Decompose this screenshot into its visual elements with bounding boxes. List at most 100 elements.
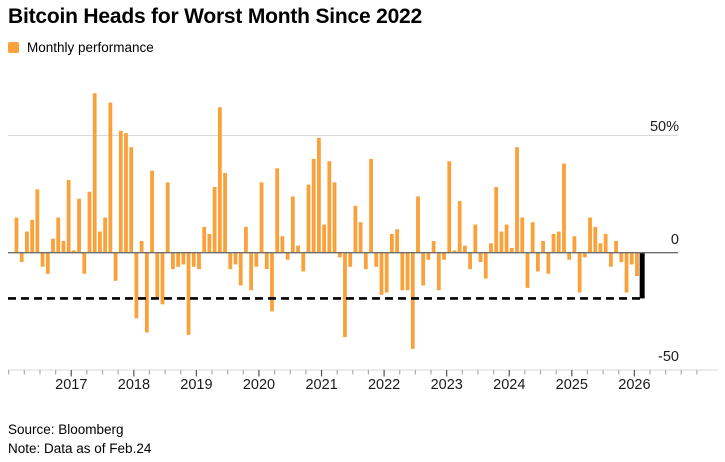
monthly-bar — [30, 219, 35, 253]
monthly-bar — [343, 252, 347, 338]
monthly-bar — [144, 252, 149, 333]
legend-label: Monthly performance — [27, 40, 154, 55]
x-axis-year-label-2019: 2019 — [180, 377, 212, 393]
monthly-bar — [395, 229, 400, 253]
monthly-bar — [118, 130, 123, 253]
monthly-bar — [280, 236, 285, 253]
monthly-bar — [311, 158, 316, 253]
y-axis-label-50pct: 50% — [650, 119, 679, 135]
x-axis-year-label-2022: 2022 — [368, 377, 400, 393]
monthly-bar — [588, 217, 592, 253]
monthly-bar — [228, 252, 233, 270]
monthly-bar — [217, 107, 222, 253]
chart-title: Bitcoin Heads for Worst Month Since 2022 — [8, 5, 423, 28]
source-note: Source: Bloomberg — [8, 422, 124, 437]
monthly-bar — [191, 252, 196, 267]
monthly-bar — [520, 217, 525, 253]
legend: Monthly performance — [8, 40, 154, 55]
monthly-bar — [244, 226, 248, 253]
monthly-bar — [45, 252, 50, 274]
monthly-bar — [327, 161, 332, 253]
monthly-bar — [165, 182, 170, 253]
monthly-bar — [468, 252, 473, 270]
monthly-bar — [108, 102, 113, 253]
monthly-bar — [25, 231, 29, 253]
highlight-bar-current-month — [639, 252, 645, 299]
monthly-bar — [577, 252, 582, 293]
monthly-bar — [582, 252, 587, 258]
monthly-bar — [14, 217, 19, 253]
monthly-bar — [160, 252, 165, 305]
monthly-bar — [61, 240, 66, 253]
monthly-bar — [259, 182, 264, 253]
monthly-bar — [593, 226, 598, 253]
monthly-bar — [56, 217, 61, 253]
monthly-bar — [598, 243, 603, 253]
monthly-bar — [551, 233, 556, 253]
monthly-bar — [546, 252, 551, 274]
monthly-bar — [447, 161, 452, 253]
monthly-bar — [233, 252, 238, 265]
x-axis-year-label-2020: 2020 — [243, 377, 275, 393]
monthly-bar — [223, 172, 227, 253]
monthly-bar — [629, 252, 634, 265]
monthly-bar — [113, 252, 118, 281]
monthly-bar — [483, 252, 488, 279]
monthly-bar — [556, 231, 561, 253]
x-axis-year-label-2018: 2018 — [118, 377, 150, 393]
y-axis-label-zero: 0 — [671, 232, 679, 248]
monthly-bar — [369, 158, 373, 253]
monthly-bar — [82, 252, 87, 274]
monthly-bar — [384, 252, 389, 293]
monthly-bar — [457, 201, 462, 253]
monthly-bar — [35, 189, 40, 253]
monthly-bar — [155, 252, 160, 298]
monthly-bar — [478, 252, 483, 263]
monthly-bar — [452, 250, 457, 253]
monthly-bar — [608, 252, 613, 267]
monthly-bar — [19, 252, 24, 263]
x-axis-year-label-2024: 2024 — [493, 377, 525, 393]
data-note: Note: Data as of Feb.24 — [8, 441, 152, 456]
monthly-bar — [317, 137, 321, 253]
monthly-bar — [390, 233, 394, 253]
monthly-bar — [181, 252, 186, 265]
monthly-bar — [431, 240, 436, 253]
monthly-bar — [332, 182, 337, 253]
monthly-bar — [374, 252, 379, 267]
monthly-bar — [562, 163, 566, 253]
monthly-bar — [103, 217, 108, 253]
monthly-bar — [416, 196, 420, 253]
monthly-bar — [494, 187, 499, 253]
monthly-bar — [358, 222, 363, 253]
monthly-bar — [285, 252, 290, 260]
monthly-bar — [473, 224, 478, 253]
monthly-bar — [77, 198, 81, 253]
monthly-bar — [541, 240, 546, 253]
monthly-bar — [150, 170, 154, 253]
monthly-bar — [499, 231, 504, 253]
monthly-bar — [603, 233, 608, 253]
monthly-bar — [134, 252, 139, 319]
monthly-bar — [87, 191, 92, 253]
x-axis-year-label-2026: 2026 — [618, 377, 650, 393]
monthly-bar — [98, 231, 102, 253]
monthly-bar — [515, 147, 519, 253]
monthly-bar — [129, 147, 134, 253]
monthly-bar — [619, 252, 624, 263]
monthly-bar — [249, 252, 254, 291]
monthly-bar — [348, 252, 353, 267]
monthly-bar — [489, 243, 493, 253]
monthly-bar — [270, 252, 274, 312]
monthly-bar — [171, 252, 175, 270]
monthly-bar — [186, 252, 191, 335]
footer: Source: Bloomberg Note: Data as of Feb.2… — [8, 420, 151, 458]
monthly-bar — [400, 252, 405, 291]
monthly-bar — [509, 248, 514, 253]
monthly-bar — [306, 184, 311, 253]
monthly-bar — [202, 226, 207, 253]
x-axis-year-label-2023: 2023 — [431, 377, 463, 393]
monthly-bar — [379, 252, 384, 295]
monthly-bar — [238, 252, 243, 286]
